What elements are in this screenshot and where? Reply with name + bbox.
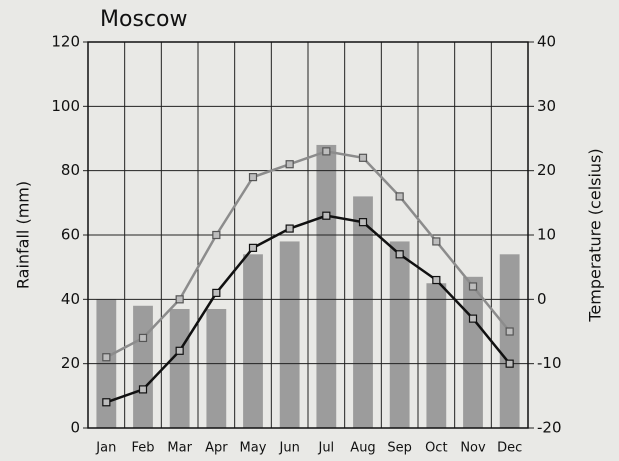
x-tick-label: Apr	[205, 441, 228, 456]
marker	[175, 346, 184, 355]
marker	[102, 398, 111, 407]
marker	[505, 327, 514, 336]
line	[105, 214, 511, 404]
line	[105, 150, 511, 359]
marker	[432, 275, 441, 285]
y2-tick-label: 30	[537, 97, 556, 115]
marker	[102, 353, 111, 362]
y-tick-label: 120	[51, 33, 80, 51]
bar	[206, 308, 227, 428]
marker	[212, 288, 221, 297]
bar	[353, 196, 373, 428]
y2-tick-label: -10	[537, 354, 562, 372]
x-tick-label: Jun	[279, 441, 300, 456]
bar	[279, 241, 300, 428]
marker	[175, 295, 184, 304]
y2-tick-label: 0	[537, 290, 547, 308]
marker	[138, 333, 148, 343]
marker	[248, 243, 258, 252]
bar	[169, 308, 190, 428]
x-tick-label: Aug	[350, 441, 375, 456]
y-tick-label: 0	[70, 419, 80, 437]
marker	[322, 147, 331, 156]
x-tick-label: Sep	[387, 441, 412, 456]
marker	[358, 218, 368, 227]
marker	[285, 160, 294, 169]
y-tick-label: 20	[61, 354, 80, 372]
marker	[505, 359, 514, 368]
marker	[322, 211, 331, 220]
bar	[316, 144, 337, 428]
marker	[395, 250, 404, 259]
marker	[468, 314, 478, 323]
bar	[389, 241, 410, 428]
x-tick-label: Jul	[317, 441, 334, 456]
y2-tick-label: 40	[537, 33, 556, 51]
bar	[426, 283, 447, 428]
x-tick-label: Jan	[95, 441, 116, 456]
y-tick-label: 60	[61, 226, 80, 244]
y-tick-label: 40	[61, 290, 80, 308]
marker	[248, 173, 258, 182]
y-axis-label: Rainfall (mm)	[14, 181, 33, 289]
marker	[285, 224, 294, 233]
marker	[432, 237, 441, 246]
y-tick-label: 100	[51, 97, 80, 115]
plot-frame	[87, 41, 529, 429]
bar	[499, 254, 520, 428]
bar	[133, 305, 153, 428]
y2-tick-label: -20	[537, 419, 562, 437]
y-tick-label: 80	[61, 161, 80, 179]
x-tick-label: Mar	[167, 441, 192, 456]
x-tick-label: Oct	[425, 441, 447, 456]
x-tick-label: May	[240, 441, 267, 456]
marker	[212, 230, 221, 240]
y2-tick-label: 10	[537, 226, 556, 244]
marker	[468, 282, 478, 291]
marker	[138, 385, 148, 394]
bar	[243, 254, 263, 428]
x-tick-label: Dec	[497, 441, 522, 456]
marker	[358, 153, 368, 162]
y2-tick-label: 20	[537, 161, 556, 179]
y2-axis-label: Temperature (celsius)	[586, 148, 605, 322]
marker	[395, 192, 404, 201]
x-tick-label: Feb	[131, 441, 154, 456]
x-tick-label: Nov	[460, 441, 486, 456]
chart-title: Moscow	[100, 7, 187, 32]
